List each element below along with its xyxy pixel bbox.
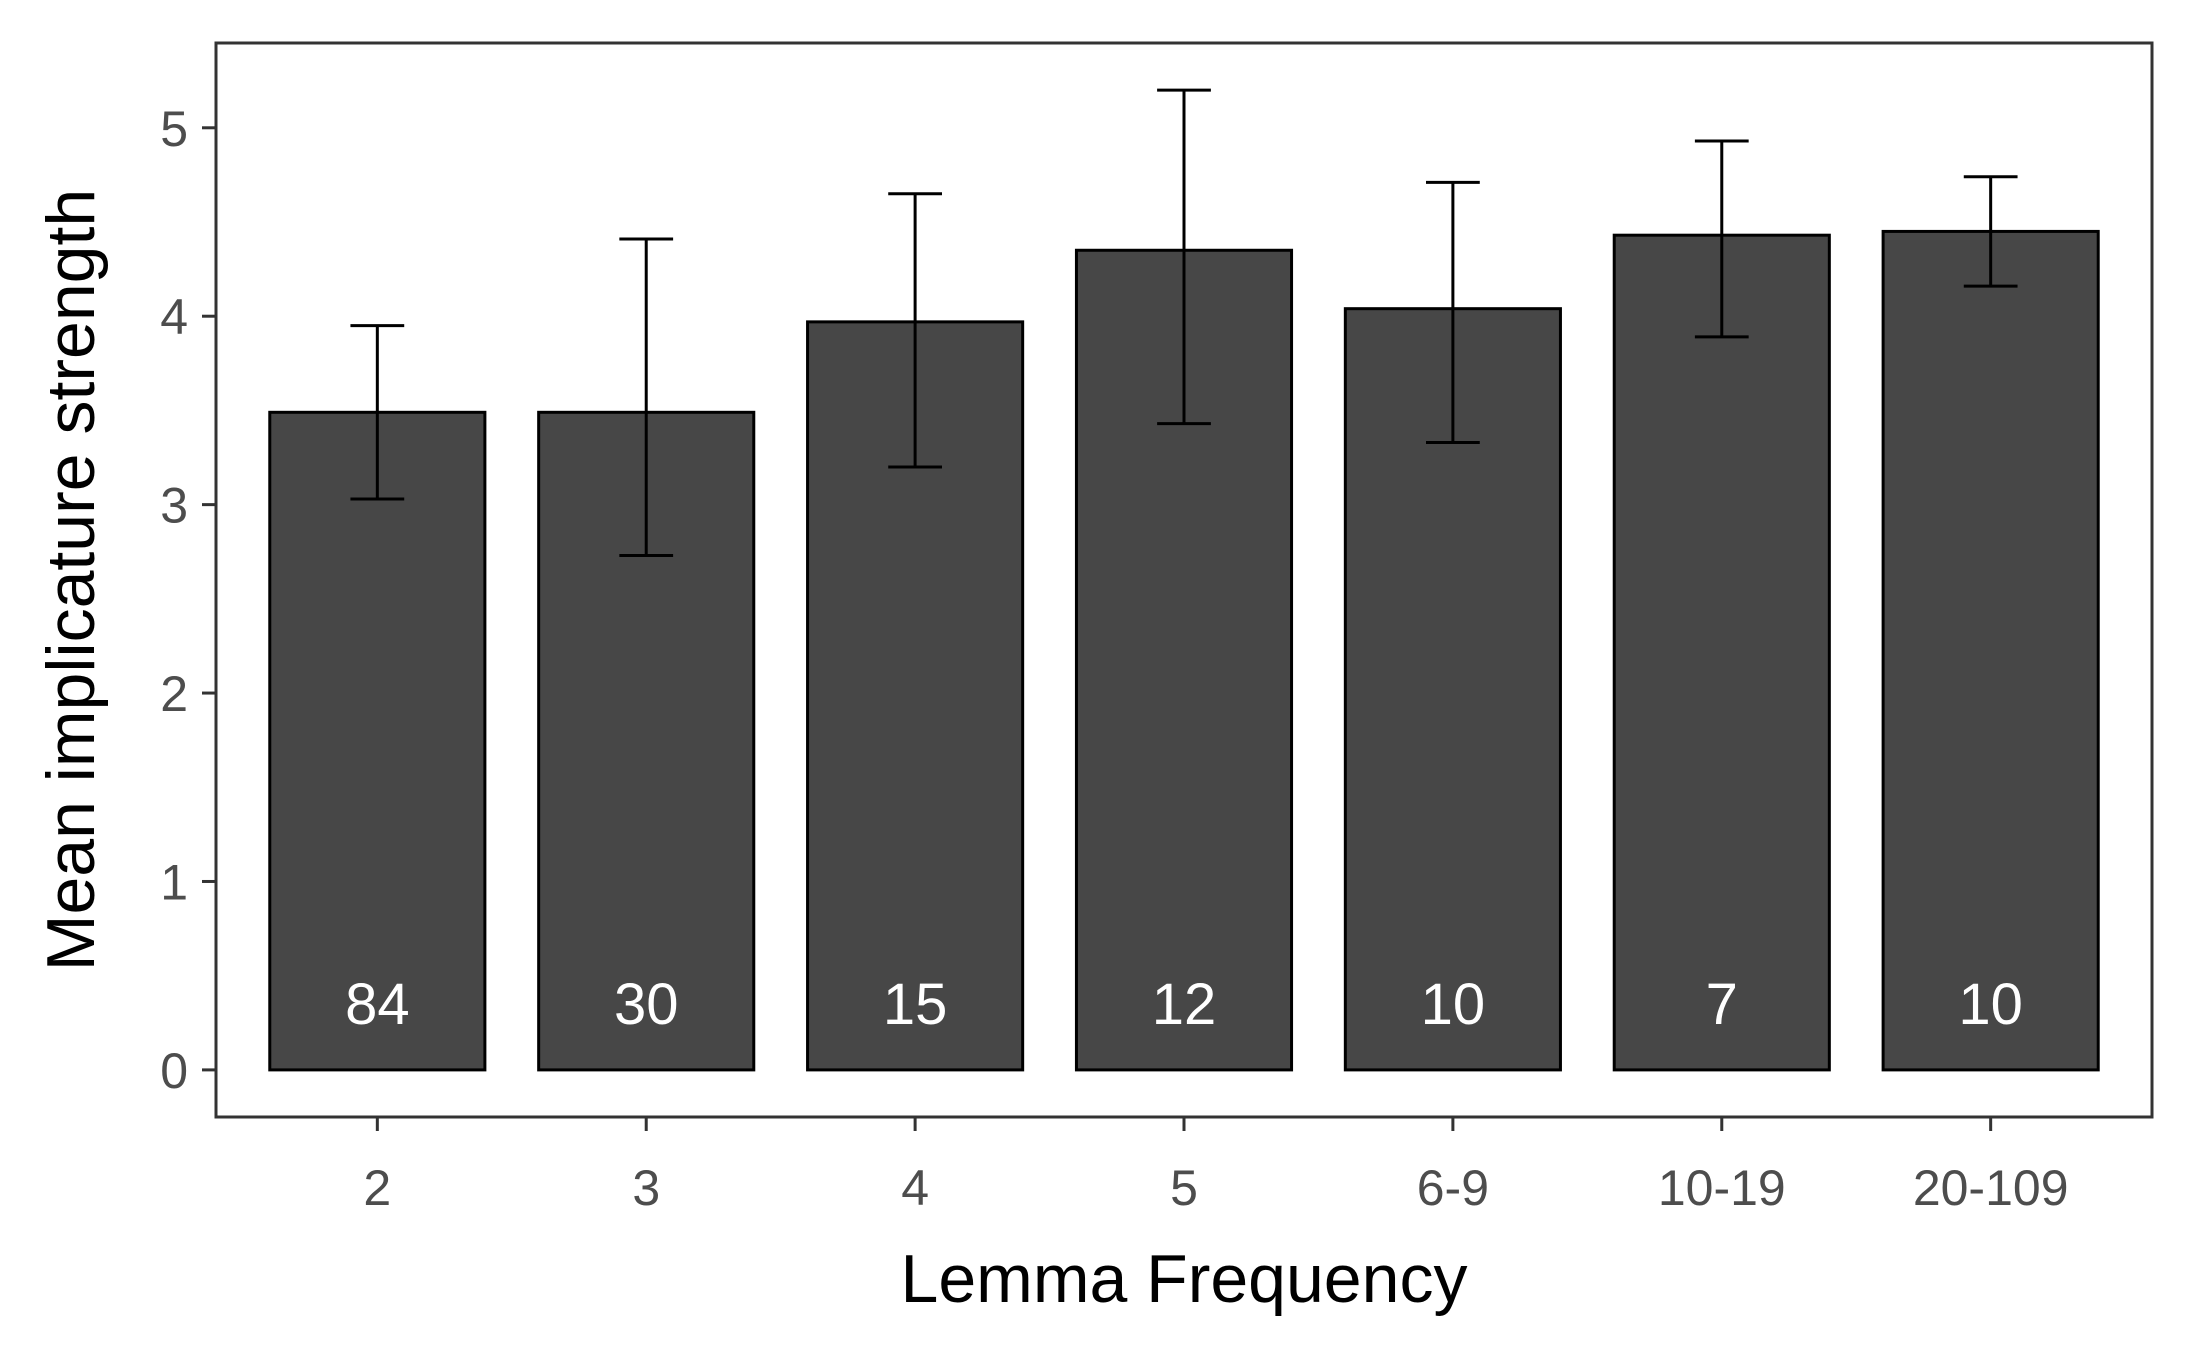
- error-bars-layer: [350, 88, 2018, 558]
- bar-count-label: 10: [1958, 972, 2023, 1037]
- bar-count-label: 12: [1152, 972, 1217, 1037]
- bar-count-label: 84: [345, 972, 410, 1037]
- x-axis: 2 3 4 5 6-9 10-19 20-109: [363, 1117, 2069, 1216]
- y-tick-label: 3: [160, 478, 188, 534]
- y-tick-label: 1: [160, 854, 188, 910]
- bar-count-label: 7: [1706, 972, 1738, 1037]
- y-axis: 0 1 2 3 4 5: [160, 101, 216, 1099]
- x-tick-label: 4: [901, 1160, 929, 1216]
- bar-count-label: 10: [1421, 972, 1486, 1037]
- bar-count-label: 30: [614, 972, 679, 1037]
- x-tick-label: 20-109: [1913, 1160, 2069, 1216]
- x-tick-label: 2: [363, 1160, 391, 1216]
- bar-2: [268, 410, 487, 1072]
- y-tick-label: 0: [160, 1043, 188, 1099]
- x-tick-label: 10-19: [1658, 1160, 1786, 1216]
- x-tick-label: 3: [632, 1160, 660, 1216]
- y-tick-label: 5: [160, 101, 188, 157]
- y-tick-label: 4: [160, 289, 188, 345]
- y-tick-label: 2: [160, 666, 188, 722]
- bar-labels-layer: 84 30 15 12 10 7 10: [345, 972, 2023, 1037]
- bars-layer: [268, 229, 2100, 1072]
- x-axis-title: Lemma Frequency: [901, 1241, 1468, 1317]
- x-tick-label: 5: [1170, 1160, 1198, 1216]
- bar-10-19: [1612, 233, 1831, 1072]
- bar-20-109: [1881, 229, 2100, 1072]
- bar-count-label: 15: [883, 972, 948, 1037]
- y-axis-title: Mean implicature strength: [33, 189, 109, 971]
- x-tick-label: 6-9: [1417, 1160, 1489, 1216]
